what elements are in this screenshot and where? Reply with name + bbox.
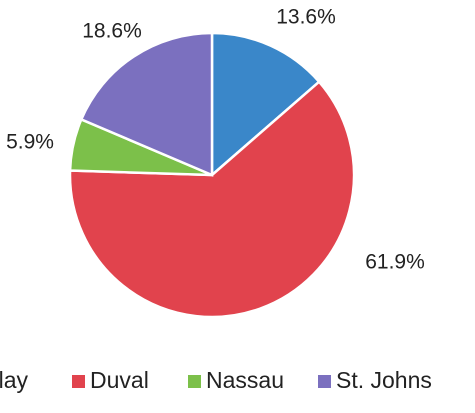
value-label: 5.9%	[6, 131, 54, 154]
pie-slice	[79, 31, 214, 177]
pie-slice	[68, 79, 356, 319]
legend-swatch	[188, 375, 201, 388]
legend-swatch	[72, 375, 85, 388]
value-label: 18.6%	[82, 20, 142, 43]
value-label: 61.9%	[365, 251, 425, 274]
legend-label: Duval	[90, 367, 149, 393]
legend-label: Clay	[0, 367, 29, 393]
pie-slice	[210, 31, 321, 178]
legend-swatch	[318, 375, 331, 388]
legend-label: St. Johns	[336, 367, 432, 393]
value-label: 13.6%	[276, 6, 336, 29]
legend-label: Nassau	[206, 367, 284, 393]
